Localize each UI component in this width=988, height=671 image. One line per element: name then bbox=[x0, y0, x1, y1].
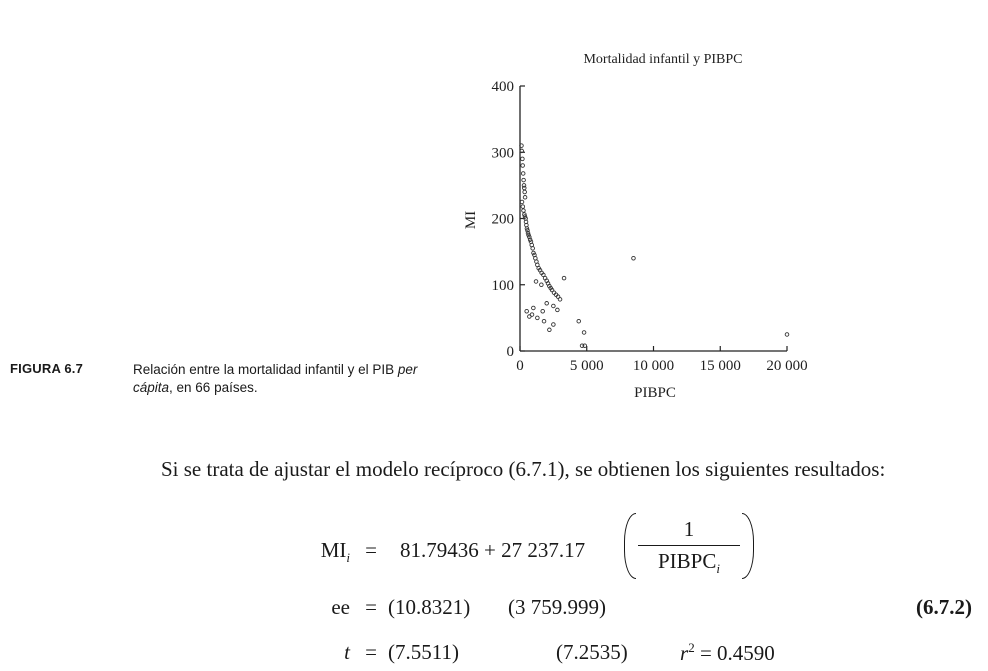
x-tick-label: 0 bbox=[516, 358, 524, 374]
data-point bbox=[521, 183, 527, 188]
data-point bbox=[527, 314, 532, 319]
y-tick-label: 100 bbox=[492, 278, 515, 294]
data-point bbox=[520, 156, 525, 162]
data-point bbox=[561, 275, 567, 281]
right-paren bbox=[742, 513, 754, 579]
data-point bbox=[531, 305, 536, 311]
left-paren bbox=[624, 513, 636, 579]
x-tick-label: 10 000 bbox=[633, 358, 674, 374]
body-paragraph: Si se trata de ajustar el modelo recípro… bbox=[161, 457, 886, 481]
eq1-rhs: 81.79436 + 27 237.17 bbox=[400, 538, 586, 562]
fraction-denominator: PIBPCi bbox=[658, 549, 720, 577]
data-point bbox=[521, 177, 526, 183]
data-point bbox=[631, 256, 636, 261]
data-point bbox=[533, 279, 539, 284]
eq3-value-2: (7.2535) bbox=[556, 640, 628, 664]
x-tick-label: 20 000 bbox=[766, 358, 807, 374]
eq2-lhs: ee bbox=[331, 595, 350, 619]
eq3-lhs: t bbox=[344, 640, 350, 664]
scatter-chart: Mortalidad infantil y PIBPC 0 100 200 300 40… bbox=[463, 52, 808, 401]
data-point bbox=[579, 343, 585, 348]
fraction-numerator: 1 bbox=[683, 517, 695, 541]
eq1-lhs: MIi bbox=[320, 538, 350, 566]
figure-caption: Relación entre la mortalidad infantil y … bbox=[133, 361, 453, 397]
data-point bbox=[522, 189, 527, 195]
eq2-equals: = bbox=[365, 595, 377, 619]
y-tick-label: 200 bbox=[492, 212, 515, 228]
data-point bbox=[519, 143, 524, 148]
data-point bbox=[551, 322, 556, 327]
y-axis-label: MI bbox=[463, 211, 479, 229]
data-point bbox=[530, 246, 535, 251]
y-tick-label: 300 bbox=[492, 145, 515, 161]
eq3-equals: = bbox=[365, 640, 377, 664]
eq2-value-2: (3 759.999) bbox=[508, 595, 606, 619]
data-point bbox=[547, 327, 552, 333]
data-point bbox=[519, 148, 524, 154]
data-point bbox=[544, 301, 549, 306]
data-point bbox=[540, 309, 545, 314]
eq1-equals: = bbox=[365, 538, 377, 562]
data-point bbox=[520, 163, 525, 168]
data-point bbox=[525, 230, 531, 236]
data-point bbox=[527, 234, 532, 240]
data-point bbox=[524, 226, 530, 231]
caption-text-after: , en 66 países. bbox=[169, 380, 258, 395]
y-tick-label: 400 bbox=[492, 79, 515, 95]
data-point bbox=[520, 171, 526, 176]
data-point bbox=[551, 303, 556, 309]
figure-label: FIGURA 6.7 bbox=[10, 361, 84, 376]
data-point bbox=[581, 330, 587, 335]
eq2-value-1: (10.8321) bbox=[388, 595, 471, 619]
chart-ticks: 0 100 200 300 400 0 5 000 10 000 15 000 20 000 bbox=[492, 79, 808, 374]
data-point bbox=[519, 199, 525, 205]
data-point bbox=[522, 212, 527, 217]
data-point bbox=[535, 315, 540, 321]
fraction: 1 PIBPCi bbox=[638, 517, 740, 577]
data-point bbox=[541, 272, 546, 278]
x-tick-label: 5 000 bbox=[570, 358, 604, 374]
chart-axes bbox=[519, 86, 787, 352]
fraction-bar bbox=[638, 545, 740, 546]
chart-title: Mortalidad infantil y PIBPC bbox=[583, 52, 742, 67]
r-squared: r2 = 0.4590 bbox=[680, 640, 775, 665]
data-point bbox=[539, 282, 544, 288]
data-point bbox=[522, 214, 528, 219]
chart-points bbox=[519, 143, 790, 348]
data-point bbox=[555, 307, 560, 313]
y-tick-label: 0 bbox=[507, 344, 515, 360]
data-point bbox=[576, 318, 581, 324]
caption-text-before: Relación entre la mortalidad infantil y … bbox=[133, 362, 398, 377]
data-point bbox=[525, 228, 530, 233]
data-point bbox=[784, 332, 790, 337]
x-tick-label: 15 000 bbox=[700, 358, 741, 374]
data-point bbox=[520, 204, 526, 209]
data-point bbox=[522, 195, 528, 200]
data-point bbox=[541, 318, 547, 324]
caption-text-italic: per cápita bbox=[133, 362, 418, 395]
data-point bbox=[582, 343, 587, 348]
eq3-value-1: (7.5511) bbox=[388, 640, 459, 664]
data-point bbox=[557, 297, 563, 302]
equation-number: (6.7.2) bbox=[916, 595, 972, 619]
data-point bbox=[524, 309, 529, 314]
data-point bbox=[521, 208, 526, 213]
x-axis-label: PIBPC bbox=[634, 385, 676, 401]
